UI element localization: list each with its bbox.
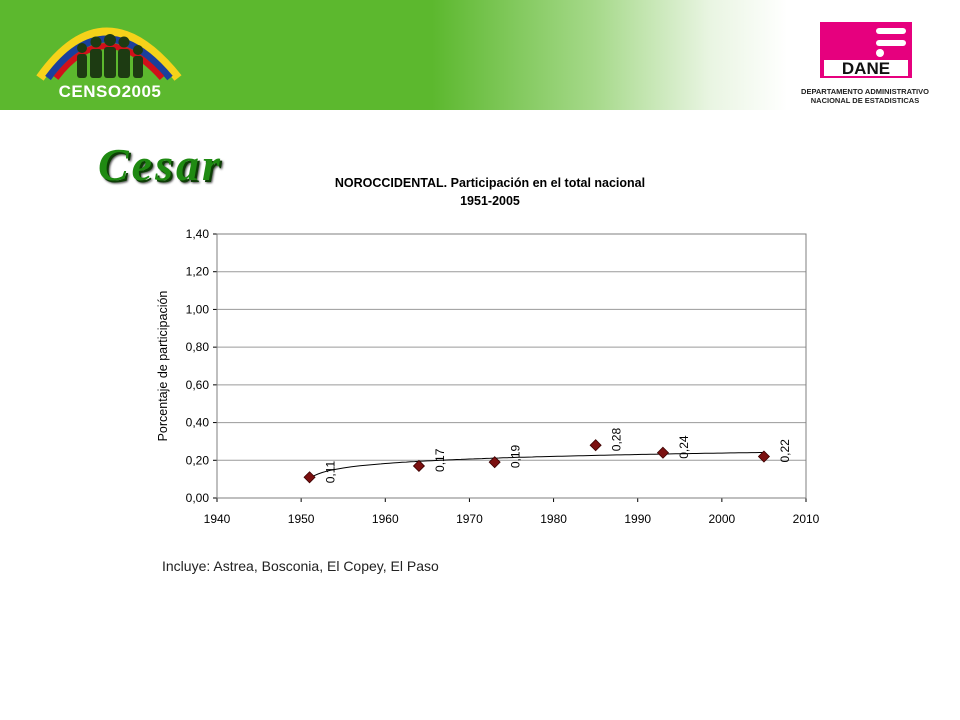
header-banner: CENSO2005 DANE DEPARTAMENTO ADMINISTRATI… xyxy=(0,0,960,110)
dane-caption-line2: NACIONAL DE ESTADISTICAS xyxy=(810,96,920,105)
x-tick-label: 2000 xyxy=(709,512,736,526)
x-tick-label: 1950 xyxy=(288,512,315,526)
x-tick-label: 1980 xyxy=(540,512,567,526)
x-tick-label: 1990 xyxy=(624,512,651,526)
data-point xyxy=(303,471,316,484)
chart-title-line1: NOROCCIDENTAL. Participación en el total… xyxy=(334,176,646,190)
y-tick-label: 0,00 xyxy=(186,491,210,505)
dane-logo: DANE xyxy=(818,20,914,80)
data-label: 0,28 xyxy=(610,428,624,452)
data-label: 0,24 xyxy=(677,435,691,459)
y-axis-label: Porcentaje de participación xyxy=(156,291,170,442)
data-point xyxy=(412,459,426,473)
y-tick-label: 1,40 xyxy=(186,227,210,241)
x-tick-label: 2010 xyxy=(793,512,820,526)
y-tick-label: 0,20 xyxy=(186,453,210,467)
data-point xyxy=(757,450,770,463)
y-tick-label: 0,40 xyxy=(186,416,210,430)
data-point xyxy=(589,439,602,452)
data-point xyxy=(656,446,670,459)
data-label: 0,22 xyxy=(778,439,792,463)
x-tick-label: 1970 xyxy=(456,512,483,526)
y-tick-label: 1,20 xyxy=(186,265,210,279)
censo-logo-graphic xyxy=(36,27,182,81)
data-label: 0,19 xyxy=(509,444,523,468)
y-tick-label: 1,00 xyxy=(186,302,210,316)
plot-area-frame xyxy=(216,233,807,499)
dane-logo-text: DANE xyxy=(842,59,890,78)
censo-logo: CENSO2005 xyxy=(30,6,190,106)
x-tick-label: 1940 xyxy=(204,512,231,526)
page-title: Cesar xyxy=(98,139,223,190)
y-tick-label: 0,60 xyxy=(186,378,210,392)
x-tick-label: 1960 xyxy=(372,512,399,526)
data-point xyxy=(488,456,501,469)
dane-logo-graphic: DANE xyxy=(820,22,912,78)
dane-caption: DEPARTAMENTO ADMINISTRATIVO NACIONAL DE … xyxy=(790,87,940,105)
censo-logo-text: CENSO2005 xyxy=(58,82,162,101)
dane-caption-line1: DEPARTAMENTO ADMINISTRATIVO xyxy=(801,87,929,96)
chart-title: NOROCCIDENTAL. Participación en el total… xyxy=(230,174,750,210)
data-label: 0,17 xyxy=(433,448,447,472)
trendline xyxy=(309,452,764,479)
y-tick-label: 0,80 xyxy=(186,340,210,354)
chart-title-line2: 1951-2005 xyxy=(460,194,520,208)
footnote: Incluye: Astrea, Bosconia, El Copey, El … xyxy=(162,558,439,574)
data-label: 0,11 xyxy=(324,460,338,483)
